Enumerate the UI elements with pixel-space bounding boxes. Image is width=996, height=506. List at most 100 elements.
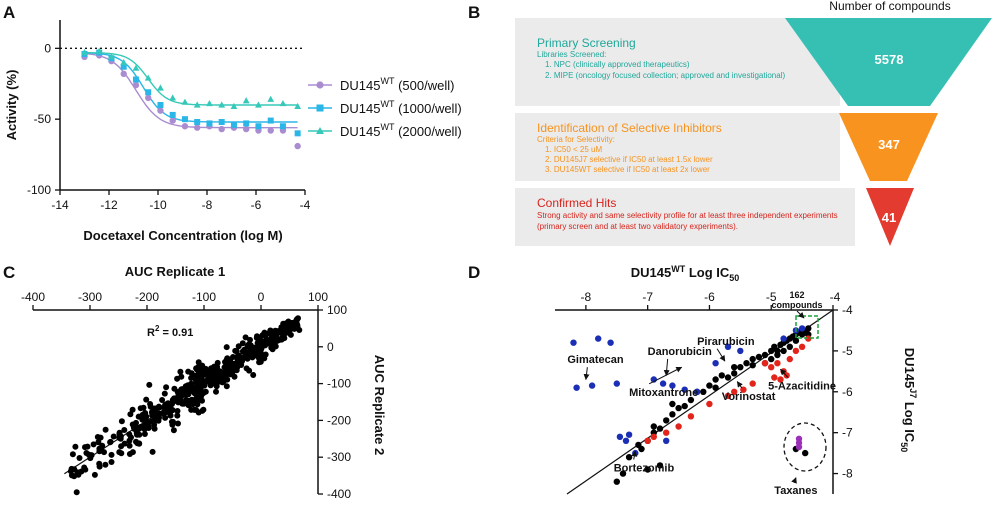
c-x-tick-label: -100 [192, 290, 216, 304]
a-data-point [132, 76, 139, 83]
c-data-point [244, 343, 251, 350]
panel-letter-d: D [468, 263, 480, 282]
d-data-point-red [663, 429, 670, 436]
c-data-point [126, 442, 133, 449]
a-data-point [181, 123, 189, 130]
b-stage-3-item-1: Strong activity and same selectivity pro… [537, 211, 838, 220]
c-data-point [68, 465, 75, 472]
c-data-point [97, 434, 104, 441]
log-ic50-chart: DU145WT Log IC50 -8 -7 -6 -5 -4-4 -5 -6 -7 -8 16… [555, 264, 918, 497]
d-data-point-blue [588, 382, 596, 389]
c-data-point [221, 369, 228, 376]
d-data-point-blue [724, 343, 732, 350]
a-data-point [145, 89, 152, 96]
c-y-axis-label: AUC Replicate 2 [372, 355, 387, 455]
c-data-point [137, 423, 144, 430]
a-x-tick-label: -12 [100, 198, 118, 212]
a-x-tick-label: -4 [300, 198, 311, 212]
d-y-tick-label: -7 [842, 426, 853, 440]
d-data-point-blue [693, 388, 701, 395]
d-box-arrow [796, 310, 805, 319]
c-data-point [72, 443, 79, 450]
a-data-point [120, 63, 127, 70]
a-data-point [279, 123, 286, 130]
d-data-point-black [761, 351, 769, 359]
c-data-point [116, 449, 123, 456]
b-funnel-title: Number of compounds [829, 0, 950, 13]
c-data-point [116, 434, 123, 441]
d-data-point-blue [659, 380, 667, 387]
d-data-point-blue [570, 339, 577, 346]
d-x-tick-label: -5 [766, 290, 777, 304]
a-data-point [157, 102, 164, 108]
b-stage-2-item-2: 2. DU145J7 selective if IC50 at least 1.… [545, 155, 713, 164]
c-data-point [200, 406, 207, 413]
c-data-point [69, 451, 76, 458]
d-annotation-arrow [631, 450, 638, 460]
d-data-point-red [768, 364, 775, 371]
a-data-point [267, 117, 274, 124]
d-data-point-black [687, 396, 695, 404]
d-data-point-red [798, 343, 806, 350]
d-data-point-black [805, 325, 812, 332]
c-data-point [161, 390, 168, 397]
c-data-point [195, 369, 202, 376]
b-stage-2-item-1: 1. IC50 < 25 uM [545, 145, 602, 154]
c-data-point [249, 354, 256, 361]
a-data-point [230, 102, 238, 110]
d-annotation-arrow [663, 358, 670, 377]
c-data-point [136, 440, 143, 447]
a-data-point [169, 94, 177, 101]
a-data-point [294, 142, 301, 150]
c-data-point [242, 334, 249, 341]
a-data-point [218, 125, 225, 133]
d-data-point-black [663, 417, 670, 424]
d-data-point-black [731, 370, 738, 377]
a-legend-label: DU145WT (500/well) [340, 76, 454, 93]
d-data-point-blue [625, 431, 633, 438]
a-legend-label: DU145WT (1000/well) [340, 99, 462, 116]
a-data-point [243, 120, 250, 127]
c-data-point [159, 397, 166, 403]
c-data-point [291, 320, 298, 327]
a-x-tick-label: -14 [51, 198, 69, 212]
d-data-point-black [675, 404, 682, 412]
c-data-point [191, 406, 198, 413]
c-data-point [254, 340, 261, 346]
a-data-point [157, 84, 164, 91]
c-data-point [198, 374, 205, 381]
d-y-tick-label: -8 [842, 467, 853, 481]
panel-letter-a: A [3, 3, 15, 22]
c-data-point [195, 409, 202, 416]
c-data-point [149, 448, 156, 455]
a-fit-curve-2 [84, 52, 298, 123]
d-data-point-black [656, 425, 664, 432]
d-data-point-black [644, 466, 651, 473]
b-funnel-segment-3 [866, 188, 914, 246]
d-data-point-red [805, 335, 812, 342]
c-data-point [143, 396, 150, 403]
c-data-point [175, 398, 182, 405]
d-annotation-label: Pirarubicin [697, 336, 755, 348]
c-data-point [73, 489, 80, 496]
c-data-point [81, 464, 88, 471]
d-data-point-purple [795, 443, 803, 451]
b-funnel-segment-1 [785, 18, 992, 106]
c-data-point [128, 434, 134, 441]
c-data-point [224, 355, 231, 362]
c-data-point [108, 459, 115, 465]
d-annotation-label: Gimatecan [567, 354, 624, 366]
a-fit-curve-3 [84, 52, 298, 106]
d-data-point-black [768, 355, 775, 363]
d-annotation-arrow [583, 367, 590, 381]
d-data-point-blue [616, 433, 624, 440]
a-y-axis-label: Activity (%) [4, 70, 19, 141]
d-data-point-red [650, 433, 657, 440]
a-legend-label: DU145WT (2000/well) [340, 122, 462, 139]
c-data-point [102, 461, 109, 468]
c-data-point [168, 418, 175, 425]
d-162-compounds-box [795, 315, 819, 339]
c-data-point [283, 320, 290, 327]
